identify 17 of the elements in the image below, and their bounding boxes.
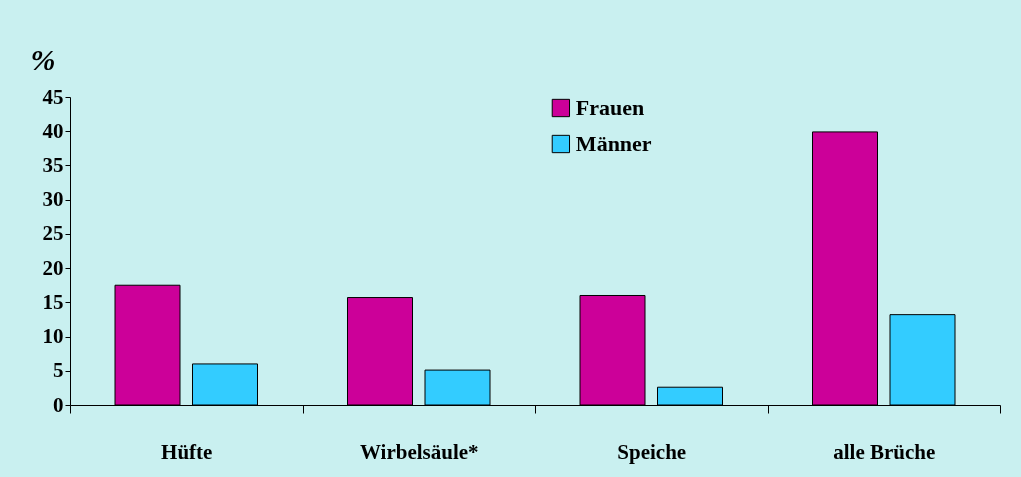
legend-label: Frauen: [575, 95, 645, 120]
y-tick-label: 40: [42, 118, 64, 143]
y-tick-label: 5: [53, 358, 64, 383]
x-tick-label: alle Brüche: [833, 439, 936, 464]
y-tick-label: 30: [42, 187, 64, 212]
y-tick-label: 0: [53, 392, 64, 417]
x-tick-label: Hüfte: [161, 439, 213, 464]
y-axis-title: %: [30, 42, 56, 76]
y-tick-label: 25: [42, 221, 64, 246]
y-tick-label: 15: [42, 289, 64, 314]
legend-label: Männer: [575, 131, 652, 156]
x-tick-label: Wirbelsäule*: [359, 439, 479, 464]
y-tick-label: 10: [42, 324, 64, 349]
y-tick-label: 20: [42, 255, 64, 280]
y-tick-label: 45: [42, 84, 64, 109]
x-tick-label: Speiche: [617, 439, 687, 464]
y-tick-label: 35: [42, 152, 64, 177]
